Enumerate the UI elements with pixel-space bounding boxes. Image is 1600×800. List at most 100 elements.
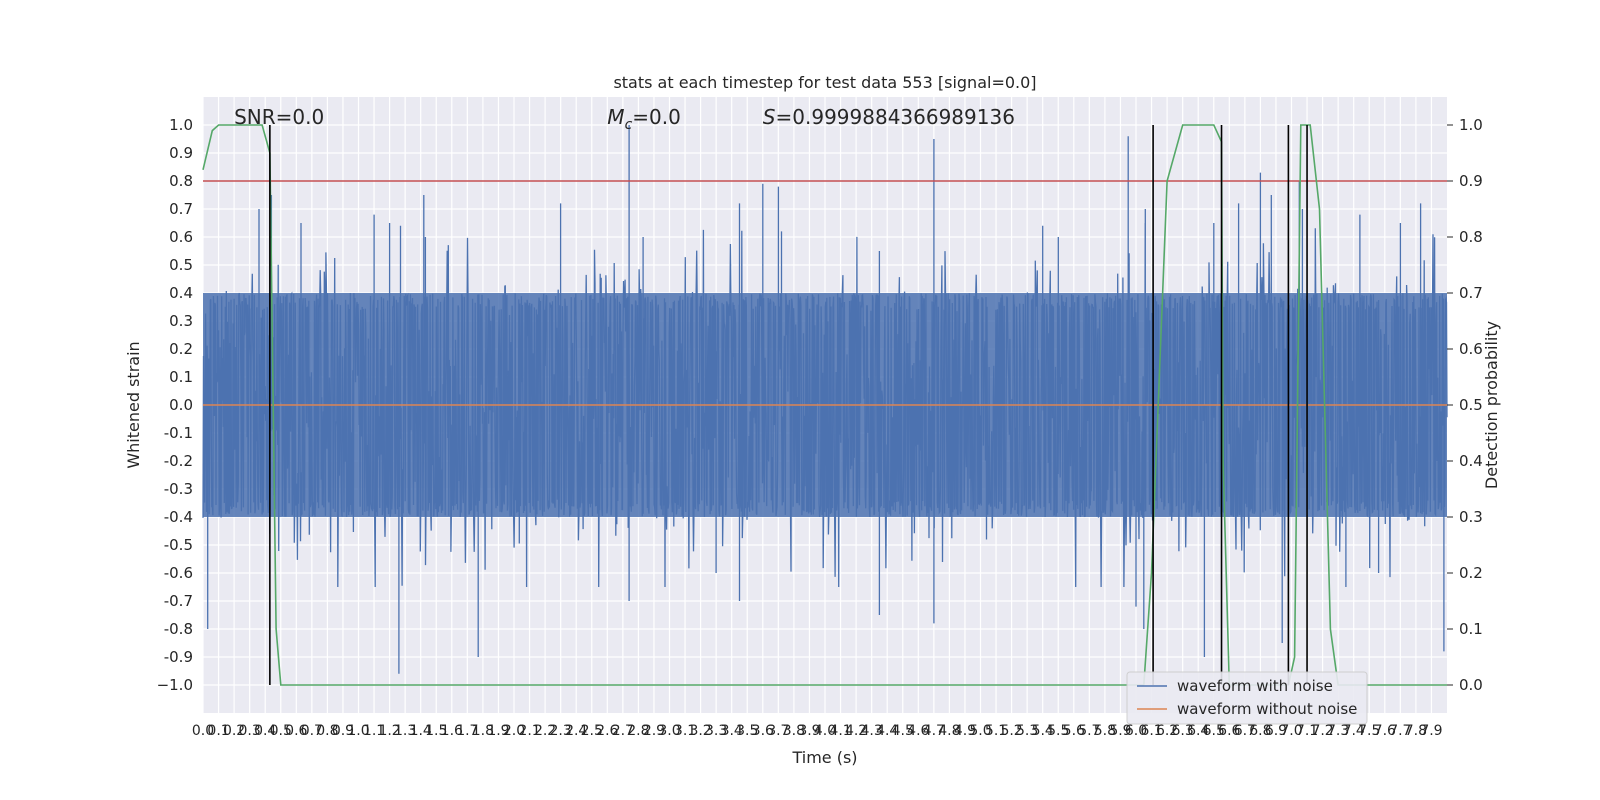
y-left-tick-label: -0.6: [164, 564, 193, 582]
x-tick-label: 0.4: [254, 723, 276, 739]
x-tick-label: 5.5: [1047, 723, 1069, 739]
y-left-tick-label: -0.7: [164, 592, 193, 610]
x-tick-label: 0.7: [301, 723, 323, 739]
x-tick-label: 4.7: [923, 723, 945, 739]
annotation-score: S=0.9999884366989136: [763, 105, 1015, 129]
x-tick-label: 3.8: [783, 723, 805, 739]
x-tick-label: 2.9: [643, 723, 665, 739]
x-tick-label: 2.1: [518, 723, 540, 739]
y-right-tick-label: 0.6: [1459, 340, 1483, 358]
y-right-tick-label: 0.3: [1459, 508, 1483, 526]
x-tick-label: 2.3: [550, 723, 572, 739]
x-tick-label: 2.5: [581, 723, 603, 739]
x-axis-label: Time (s): [791, 748, 857, 767]
y-left-tick-label: 0.8: [169, 172, 193, 190]
x-tick-label: 0.5: [270, 723, 292, 739]
x-tick-label: 1.2: [378, 723, 400, 739]
x-tick-label: 3.2: [689, 723, 711, 739]
y-left-tick-label: 0.3: [169, 312, 193, 330]
x-tick-label: 6.6: [1218, 723, 1240, 739]
y-left-tick-label: 0.9: [169, 144, 193, 162]
x-tick-label: 4.9: [954, 723, 976, 739]
x-tick-label: 6.5: [1203, 723, 1225, 739]
x-tick-label: 2.8: [627, 723, 649, 739]
x-tick-label: 7.8: [1405, 723, 1427, 739]
x-tick-label: 4.3: [861, 723, 883, 739]
legend: waveform with noise waveform without nois…: [1126, 671, 1368, 725]
x-tick-label: 2.2: [534, 723, 556, 739]
x-tick-label: 6.2: [1156, 723, 1178, 739]
x-tick-label: 1.5: [425, 723, 447, 739]
x-tick-label: 0.6: [285, 723, 307, 739]
y-left-tick-label: 0.0: [169, 396, 193, 414]
y-left-tick-label: 0.6: [169, 228, 193, 246]
x-tick-label: 7.9: [1420, 723, 1442, 739]
x-tick-label: 6.7: [1234, 723, 1256, 739]
x-tick-label: 1.4: [410, 723, 432, 739]
x-tick-label: 6.9: [1265, 723, 1287, 739]
x-tick-label: 5.9: [1109, 723, 1131, 739]
y-left-tick-label: -0.5: [164, 536, 193, 554]
x-tick-label: 5.8: [1094, 723, 1116, 739]
x-tick-label: 0.0: [192, 723, 214, 739]
x-tick-label: 7.5: [1358, 723, 1380, 739]
y-left-tick-label: -0.4: [164, 508, 193, 526]
x-tick-label: 5.2: [1000, 723, 1022, 739]
x-tick-label: 7.3: [1327, 723, 1349, 739]
y-right-tick-label: 0.5: [1459, 396, 1483, 414]
x-tick-label: 4.0: [814, 723, 836, 739]
y-left-tick-label: -0.8: [164, 620, 193, 638]
x-tick-label: 2.6: [596, 723, 618, 739]
legend-box: [1126, 671, 1368, 725]
x-tick-label: 6.8: [1249, 723, 1271, 739]
x-tick-label: 3.3: [705, 723, 727, 739]
x-tick-label: 2.0: [503, 723, 525, 739]
x-tick-label: 7.7: [1389, 723, 1411, 739]
x-tick-label: 5.6: [1063, 723, 1085, 739]
x-tick-label: 3.9: [798, 723, 820, 739]
x-tick-label: 4.5: [892, 723, 914, 739]
x-tick-label: 6.0: [1125, 723, 1147, 739]
x-tick-label: 6.1: [1140, 723, 1162, 739]
x-tick-label: 5.1: [985, 723, 1007, 739]
y-left-tick-label: -0.3: [164, 480, 193, 498]
x-tick-label: 1.9: [487, 723, 509, 739]
y-left-tick-label: 0.7: [169, 200, 193, 218]
x-tick-label: 4.1: [829, 723, 851, 739]
y-left-tick-label: -0.9: [164, 648, 193, 666]
y-right-tick-label: 0.4: [1459, 452, 1483, 470]
y-left-tick-label: 0.1: [169, 368, 193, 386]
x-tick-label: 7.6: [1374, 723, 1396, 739]
x-tick-label: 5.4: [1032, 723, 1054, 739]
x-tick-label: 5.0: [969, 723, 991, 739]
x-tick-label: 3.4: [721, 723, 743, 739]
annotation-chirp-mass: Mc=0.0: [607, 105, 681, 133]
x-tick-label: 3.5: [736, 723, 758, 739]
x-tick-label: 4.2: [845, 723, 867, 739]
x-tick-label: 7.1: [1296, 723, 1318, 739]
x-tick-label: 0.2: [223, 723, 245, 739]
x-tick-label: 4.4: [876, 723, 898, 739]
x-tick-label: 7.4: [1343, 723, 1365, 739]
x-tick-label: 1.6: [441, 723, 463, 739]
chart-title: stats at each timestep for test data 553…: [613, 73, 1036, 92]
x-tick-label: 0.9: [332, 723, 354, 739]
y-right-tick-label: 1.0: [1459, 116, 1483, 134]
x-tick-label: 6.3: [1172, 723, 1194, 739]
x-tick-label: 7.2: [1311, 723, 1333, 739]
x-tick-label: 0.1: [207, 723, 229, 739]
x-tick-label: 6.4: [1187, 723, 1209, 739]
x-tick-label: 3.6: [752, 723, 774, 739]
y-left-tick-label: −1.0: [157, 676, 193, 694]
y-left-tick-label: 0.2: [169, 340, 193, 358]
x-tick-label: 3.0: [658, 723, 680, 739]
y-left-tick-label: 0.4: [169, 284, 193, 302]
y-left-tick-label: -0.1: [164, 424, 193, 442]
x-tick-label: 1.3: [394, 723, 416, 739]
x-tick-label: 2.4: [565, 723, 587, 739]
x-tick-label: 2.7: [612, 723, 634, 739]
x-tick-label: 4.6: [907, 723, 929, 739]
legend-label-noise: waveform with noise: [1177, 677, 1333, 695]
x-tick-label: 7.0: [1280, 723, 1302, 739]
